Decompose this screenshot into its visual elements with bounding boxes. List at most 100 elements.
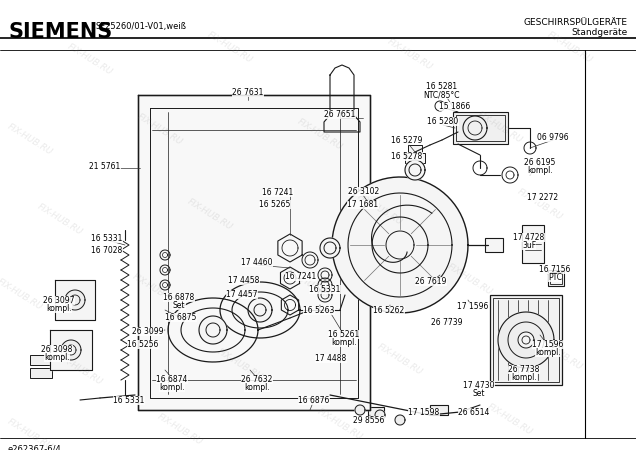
Text: FIX-HUB.RU: FIX-HUB.RU	[6, 418, 54, 450]
Text: 16 5261: 16 5261	[328, 330, 359, 339]
Bar	[405, 153, 425, 163]
Text: Standgeräte: Standgeräte	[572, 28, 628, 37]
Text: 17 4728: 17 4728	[513, 233, 544, 242]
Text: FIX-HUB.RU: FIX-HUB.RU	[36, 202, 84, 238]
Text: 17 1681: 17 1681	[347, 200, 378, 209]
Polygon shape	[65, 290, 85, 310]
Text: SF25260/01-V01,weiß: SF25260/01-V01,weiß	[95, 22, 186, 31]
Bar	[58, 283, 92, 317]
Text: 29 8556: 29 8556	[354, 416, 385, 425]
Text: kompl.: kompl.	[535, 348, 561, 357]
Text: FIX-HUB.RU: FIX-HUB.RU	[206, 31, 254, 65]
Text: FIX-HUB.RU: FIX-HUB.RU	[131, 273, 179, 307]
Text: 26 3102: 26 3102	[349, 187, 380, 196]
Bar	[522, 225, 544, 263]
Text: 16 7241: 16 7241	[263, 188, 294, 197]
Text: 16 7241: 16 7241	[286, 272, 317, 281]
Text: FIX-HUB.RU: FIX-HUB.RU	[296, 117, 344, 153]
Text: 26 7738: 26 7738	[508, 365, 540, 374]
Text: 17 1598: 17 1598	[408, 408, 439, 417]
Text: Set: Set	[173, 301, 185, 310]
Text: 16 5278: 16 5278	[391, 152, 423, 161]
Text: 26 7619: 26 7619	[415, 277, 446, 286]
Text: FIX-HUB.RU: FIX-HUB.RU	[156, 413, 204, 447]
Polygon shape	[199, 316, 227, 344]
Bar	[53, 333, 89, 367]
Text: 16 5265: 16 5265	[259, 200, 291, 209]
Text: FIX-HUB.RU: FIX-HUB.RU	[66, 43, 114, 77]
Text: 16 6875: 16 6875	[165, 313, 197, 322]
Bar	[430, 405, 448, 415]
Text: 16 6874: 16 6874	[156, 375, 188, 384]
Polygon shape	[138, 95, 370, 410]
Polygon shape	[248, 298, 272, 322]
Polygon shape	[355, 405, 365, 415]
Text: 16 5256: 16 5256	[127, 340, 159, 349]
Text: FIX-HUB.RU: FIX-HUB.RU	[356, 193, 404, 227]
Text: FIX-HUB.RU: FIX-HUB.RU	[536, 338, 584, 373]
Text: kompl.: kompl.	[527, 166, 553, 175]
Text: FIX-HUB.RU: FIX-HUB.RU	[6, 122, 54, 158]
Text: kompl.: kompl.	[331, 338, 357, 347]
Polygon shape	[498, 312, 554, 368]
Text: 16 5331: 16 5331	[309, 285, 341, 294]
Text: 17 4730: 17 4730	[463, 381, 495, 390]
Text: 26 7651: 26 7651	[324, 110, 356, 119]
Text: NTC/85°C: NTC/85°C	[424, 90, 460, 99]
Text: 16 5279: 16 5279	[391, 136, 423, 145]
Text: FIX-HUB.RU: FIX-HUB.RU	[286, 268, 335, 302]
Bar	[490, 295, 562, 385]
Polygon shape	[55, 280, 95, 320]
Text: 16 5263: 16 5263	[303, 306, 335, 315]
Text: 17 2272: 17 2272	[527, 193, 558, 202]
Text: 26 7632: 26 7632	[241, 375, 273, 384]
Text: e262367-6/4: e262367-6/4	[8, 445, 62, 450]
Bar	[493, 298, 559, 382]
Text: kompl.: kompl.	[511, 373, 537, 382]
Bar	[550, 272, 562, 284]
Bar	[368, 407, 384, 417]
Text: FIX-HUB.RU: FIX-HUB.RU	[186, 198, 234, 233]
Text: 16 6878: 16 6878	[163, 293, 195, 302]
Bar	[215, 240, 233, 270]
Text: FIX-HUB.RU: FIX-HUB.RU	[316, 408, 364, 442]
Text: 16 5280: 16 5280	[427, 117, 459, 126]
Text: 16 5281: 16 5281	[426, 82, 457, 91]
Text: FIX-HUB.RU: FIX-HUB.RU	[516, 188, 564, 222]
Text: 16 7028: 16 7028	[92, 246, 123, 255]
Text: 3uF: 3uF	[522, 241, 536, 250]
Text: 26 7631: 26 7631	[232, 88, 264, 97]
Bar	[408, 145, 422, 153]
Polygon shape	[405, 160, 425, 180]
Polygon shape	[320, 238, 340, 258]
Text: 17 1596: 17 1596	[457, 302, 488, 311]
Polygon shape	[61, 340, 81, 360]
Text: 26 3097: 26 3097	[43, 296, 75, 305]
Text: FIX-HUB.RU: FIX-HUB.RU	[0, 278, 45, 312]
Text: SIEMENS: SIEMENS	[8, 22, 112, 42]
Text: 16 5331: 16 5331	[92, 234, 123, 243]
Text: 16 7156: 16 7156	[539, 265, 570, 274]
Text: 26 6514: 26 6514	[459, 408, 490, 417]
Text: FIX-HUB.RU: FIX-HUB.RU	[376, 342, 424, 378]
Text: 21 5761: 21 5761	[90, 162, 121, 171]
Bar	[218, 243, 230, 267]
Text: 06 9796: 06 9796	[537, 133, 569, 142]
Text: 17 4460: 17 4460	[241, 258, 273, 267]
Text: FIX-HUB.RU: FIX-HUB.RU	[446, 262, 494, 297]
Polygon shape	[375, 410, 385, 420]
Text: FIX-HUB.RU: FIX-HUB.RU	[546, 31, 594, 65]
Bar	[30, 355, 52, 365]
Text: 26 3098: 26 3098	[41, 345, 73, 354]
Text: kompl.: kompl.	[46, 304, 72, 313]
Text: 17 4457: 17 4457	[226, 290, 258, 299]
Polygon shape	[395, 415, 405, 425]
Text: 16 6876: 16 6876	[298, 396, 329, 405]
Bar	[30, 368, 52, 378]
Polygon shape	[332, 177, 468, 313]
Text: 17 4488: 17 4488	[315, 354, 347, 363]
Text: 16 5331: 16 5331	[113, 396, 144, 405]
Text: FIX-HUB.RU: FIX-HUB.RU	[135, 112, 184, 148]
Bar	[456, 115, 505, 141]
Text: FIX-HUB.RU: FIX-HUB.RU	[386, 37, 434, 72]
